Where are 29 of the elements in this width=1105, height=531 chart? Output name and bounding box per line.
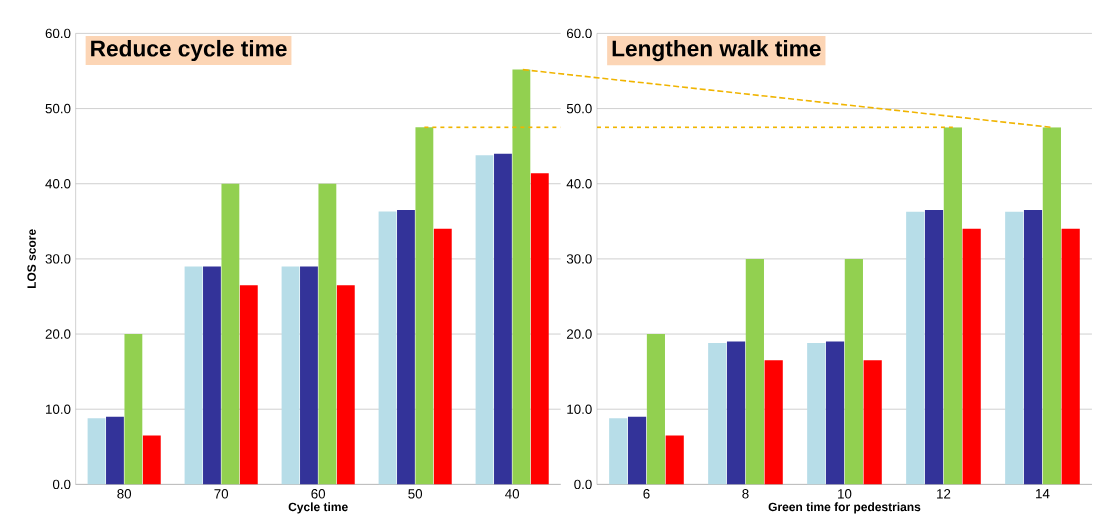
- x-tick-label: 60: [311, 489, 326, 499]
- x-tick-label: 8: [742, 489, 749, 499]
- x-tick-label: 50: [408, 489, 423, 499]
- y-tick-label: 10.0: [46, 404, 71, 414]
- y-tick-label: 30.0: [566, 254, 592, 264]
- y-tick-label: 40.0: [566, 179, 592, 189]
- x-tick-label: 12: [937, 489, 951, 499]
- y-tick-label: 20.0: [566, 329, 592, 339]
- y-tick-label: 50.0: [566, 103, 592, 114]
- y-tick-label: 60.0: [45, 28, 71, 39]
- y-axis-title: LOS score: [27, 229, 36, 289]
- x-tick-label: 6: [643, 489, 650, 499]
- x-tick-label: 80: [117, 489, 132, 499]
- y-tick-label: 20.0: [45, 329, 71, 339]
- y-tick-label: 50.0: [45, 103, 71, 114]
- x-tick-label: 40: [505, 489, 520, 499]
- y-tick-label: 60.0: [566, 28, 592, 39]
- chart-title: Reduce cycle time: [91, 39, 287, 62]
- y-tick-label: 30.0: [45, 254, 71, 264]
- y-tick-label: 0.0: [52, 479, 71, 490]
- chart-title: Lengthen walk time: [612, 39, 821, 62]
- x-tick-label: 14: [1036, 489, 1050, 499]
- x-axis-title: Green time for pedestrians: [768, 502, 921, 514]
- y-tick-label: 40.0: [45, 179, 71, 189]
- y-tick-label: 10.0: [567, 404, 592, 414]
- y-tick-label: 0.0: [574, 479, 592, 490]
- x-tick-label: 10: [838, 489, 852, 499]
- x-axis-title: Cycle time: [288, 502, 348, 514]
- x-tick-label: 70: [214, 489, 229, 499]
